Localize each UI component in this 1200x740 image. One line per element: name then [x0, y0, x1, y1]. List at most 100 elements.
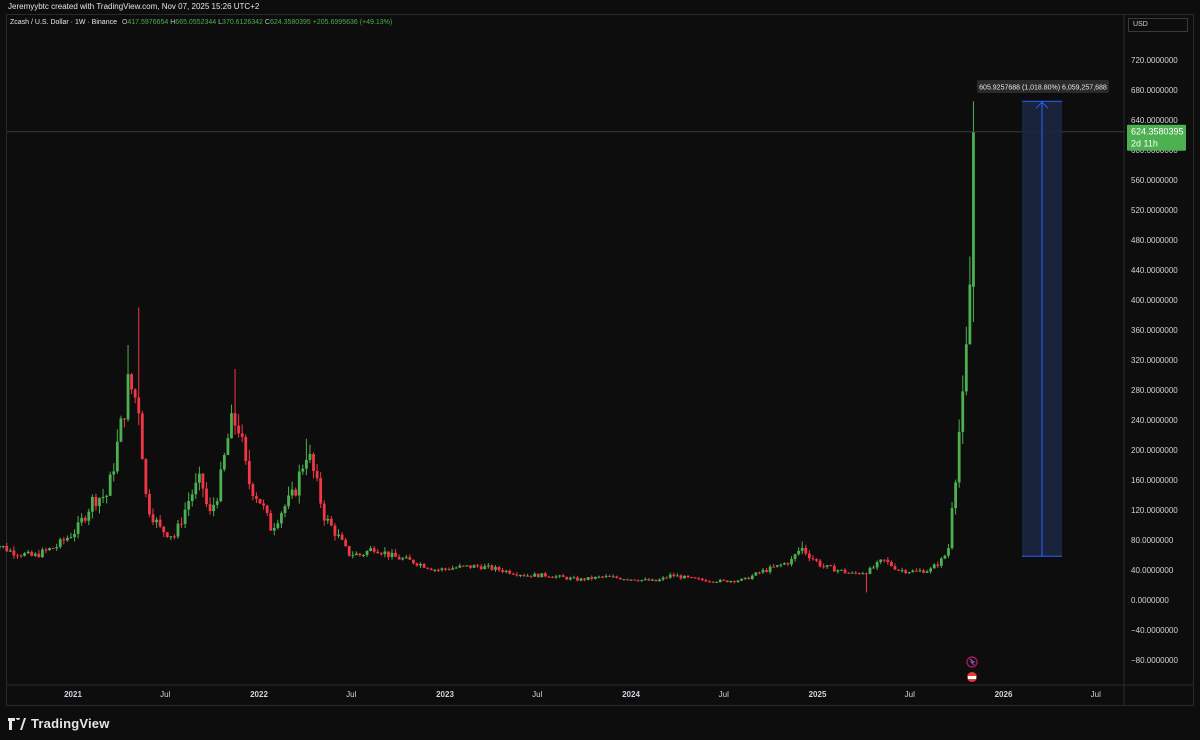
candle-up: [212, 504, 216, 512]
candle-up: [768, 566, 772, 572]
candle-up: [1, 545, 5, 547]
candle-up: [675, 575, 679, 577]
candle-up: [622, 579, 626, 581]
candle-up: [287, 495, 290, 507]
candle-up: [957, 431, 961, 483]
y-tick-label: 480.0000000: [1131, 236, 1178, 245]
candle-down: [543, 573, 547, 577]
candle-up: [651, 579, 654, 581]
candle-up: [579, 578, 583, 581]
measure-arrow-head: [1035, 101, 1049, 109]
candle-up: [326, 518, 330, 521]
x-tick-label: 2021: [64, 690, 82, 699]
brand-name: TradingView: [31, 716, 110, 731]
candle-down: [561, 575, 565, 577]
x-tick-label: 2025: [809, 690, 827, 699]
candle-up: [761, 570, 765, 573]
candle-up: [297, 471, 301, 496]
candle-down: [344, 539, 348, 547]
candle-up: [108, 474, 112, 496]
candle-down: [686, 575, 690, 578]
candle-down: [654, 579, 658, 582]
candle-down: [333, 525, 337, 536]
high-value: 665.0552344: [175, 19, 217, 26]
high-label: H: [170, 19, 176, 26]
candle-up: [950, 508, 954, 549]
candle-down: [601, 576, 604, 578]
candle-down: [12, 550, 16, 556]
open-value: 417.5976654: [127, 19, 169, 26]
lightning-icon: [969, 658, 976, 666]
candle-down: [162, 526, 166, 533]
candle-up: [73, 533, 76, 538]
x-tick-label: Jul: [160, 690, 170, 699]
candle-down: [922, 570, 925, 573]
candle-down: [904, 570, 908, 573]
candle-up: [907, 572, 911, 574]
event-marker-icon[interactable]: [966, 656, 978, 668]
candle-up: [729, 581, 733, 583]
close-label: C: [264, 19, 270, 26]
candle-down: [772, 566, 776, 568]
candle-down: [679, 575, 683, 579]
y-tick-label: 520.0000000: [1131, 206, 1178, 215]
candle-up: [800, 547, 804, 551]
candle-down: [886, 559, 890, 563]
candle-down: [240, 433, 244, 438]
candle-down: [665, 577, 669, 579]
candle-up: [572, 577, 576, 579]
tradingview-logo-icon: [8, 717, 26, 730]
candle-down: [205, 488, 208, 505]
candle-up: [483, 566, 487, 570]
candle-down: [379, 553, 383, 555]
candle-up: [215, 501, 219, 505]
candle-down: [854, 572, 858, 574]
candle-down: [897, 569, 900, 571]
y-tick-label: 360.0000000: [1131, 326, 1178, 335]
candle-down: [633, 579, 636, 581]
y-tick-label: 240.0000000: [1131, 416, 1178, 425]
candle-down: [722, 579, 726, 581]
candle-up: [222, 454, 226, 470]
candle-down: [244, 437, 248, 462]
candle-up: [911, 570, 915, 573]
candle-up: [119, 418, 123, 442]
y-tick-label: 680.0000000: [1131, 86, 1178, 95]
x-tick-label: Jul: [905, 690, 915, 699]
y-tick-label: 280.0000000: [1131, 386, 1178, 395]
candle-down: [408, 557, 412, 560]
candle-down: [636, 580, 640, 582]
candle-down: [412, 559, 415, 564]
candle-up: [586, 577, 590, 580]
candle-down: [829, 565, 833, 567]
candle-up: [519, 575, 522, 577]
current-price-value: 624.3580395: [1131, 127, 1184, 137]
candle-up: [604, 575, 608, 577]
candle-up: [401, 558, 405, 560]
candle-up: [80, 517, 84, 523]
x-tick-label: Jul: [1091, 690, 1101, 699]
currency-selector[interactable]: USD: [1128, 18, 1188, 32]
x-tick-label: Jul: [346, 690, 356, 699]
candle-down: [329, 518, 333, 526]
candle-down: [151, 514, 155, 523]
candle-up: [825, 565, 829, 567]
candle-down: [422, 564, 426, 568]
change-value: +205.6995636 (+49.13%): [312, 19, 393, 26]
candle-down: [733, 581, 736, 583]
candle-up: [23, 553, 26, 556]
candle-up: [836, 570, 840, 572]
measure-label: 605.9257688 (1,018.80%) 6,059,257,688: [979, 85, 1107, 92]
candle-down: [758, 572, 761, 574]
candle-down: [340, 534, 344, 540]
candle-up: [718, 579, 722, 583]
candle-up: [486, 565, 490, 567]
candle-down: [700, 578, 704, 581]
candle-up: [750, 575, 754, 580]
candle-up: [48, 548, 51, 551]
candle-up: [611, 576, 615, 578]
candle-down: [258, 498, 262, 504]
candle-down: [529, 575, 533, 577]
x-tick-label: 2023: [436, 690, 454, 699]
